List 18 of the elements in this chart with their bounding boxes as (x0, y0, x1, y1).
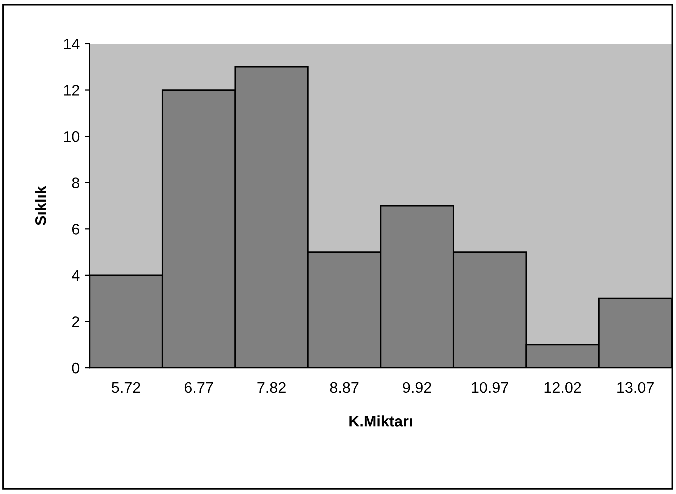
x-tick-label: 6.77 (184, 382, 214, 394)
x-tick-label: 7.82 (258, 382, 286, 394)
y-tick-label: 12 (64, 85, 80, 96)
y-axis-title: Sıklık (35, 186, 46, 226)
y-tick-label: 2 (72, 316, 80, 328)
x-tick-label: 9.92 (403, 382, 432, 394)
x-tick-label: 8.87 (330, 382, 359, 394)
x-tick-label: 12.02 (544, 382, 582, 394)
y-tick-label: 6 (72, 224, 80, 235)
y-tick-label: 14 (64, 38, 80, 50)
y-tick-label: 10 (64, 131, 80, 142)
y-tick-label: 4 (72, 270, 80, 281)
x-tick-label: 13.07 (618, 382, 654, 394)
x-tick-label: 5.72 (112, 382, 140, 394)
x-axis-title: K.Miktarı (350, 416, 412, 427)
y-tick-label: 0 (72, 362, 80, 374)
y-tick-label: 8 (72, 178, 80, 189)
x-tick-label: 10.97 (472, 382, 508, 394)
